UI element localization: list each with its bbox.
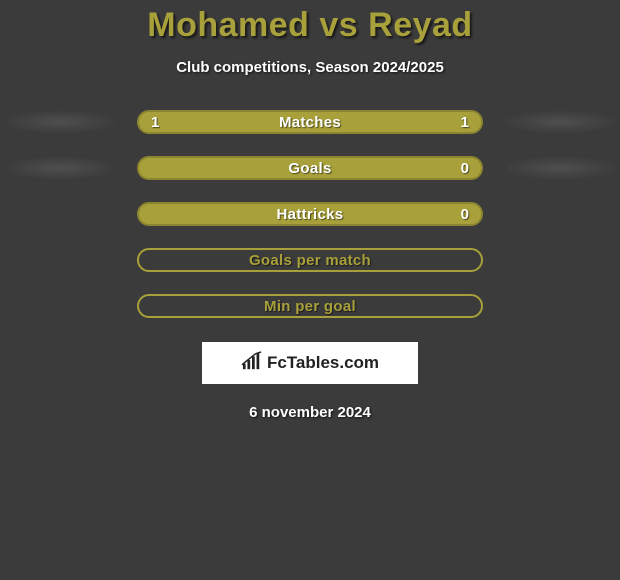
stat-value-right: 0	[461, 160, 469, 177]
stat-value-right: 1	[461, 114, 469, 131]
stat-label: Hattricks	[277, 206, 344, 223]
ellipse-right-icon	[506, 157, 614, 179]
brand-badge: FcTables.com	[202, 342, 418, 384]
stat-row: Goals per match	[0, 248, 620, 272]
stat-bar: Goals per match	[137, 248, 483, 272]
stat-row: Hattricks 0	[0, 202, 620, 226]
stat-label: Min per goal	[264, 298, 356, 315]
date-label: 6 november 2024	[249, 404, 371, 421]
stat-label: Goals per match	[249, 252, 371, 269]
stat-value-right: 0	[461, 206, 469, 223]
stat-row: Goals 0	[0, 156, 620, 180]
stat-row: Min per goal	[0, 294, 620, 318]
brand-text: FcTables.com	[267, 353, 379, 373]
stat-label: Matches	[279, 114, 341, 131]
stat-row: 1 Matches 1	[0, 110, 620, 134]
stat-bar: Goals 0	[137, 156, 483, 180]
stat-value-left: 1	[151, 114, 159, 131]
stat-bar: 1 Matches 1	[137, 110, 483, 134]
ellipse-left-icon	[6, 111, 114, 133]
stat-label: Goals	[288, 160, 331, 177]
ellipse-right-icon	[506, 111, 614, 133]
stat-rows: 1 Matches 1 Goals 0 Hattricks 0	[0, 110, 620, 318]
comparison-card: Mohamed vs Reyad Club competitions, Seas…	[0, 0, 620, 421]
stat-bar: Hattricks 0	[137, 202, 483, 226]
chart-icon	[241, 351, 263, 376]
stat-bar: Min per goal	[137, 294, 483, 318]
page-subtitle: Club competitions, Season 2024/2025	[176, 59, 444, 76]
ellipse-left-icon	[6, 157, 114, 179]
page-title: Mohamed vs Reyad	[147, 6, 472, 45]
